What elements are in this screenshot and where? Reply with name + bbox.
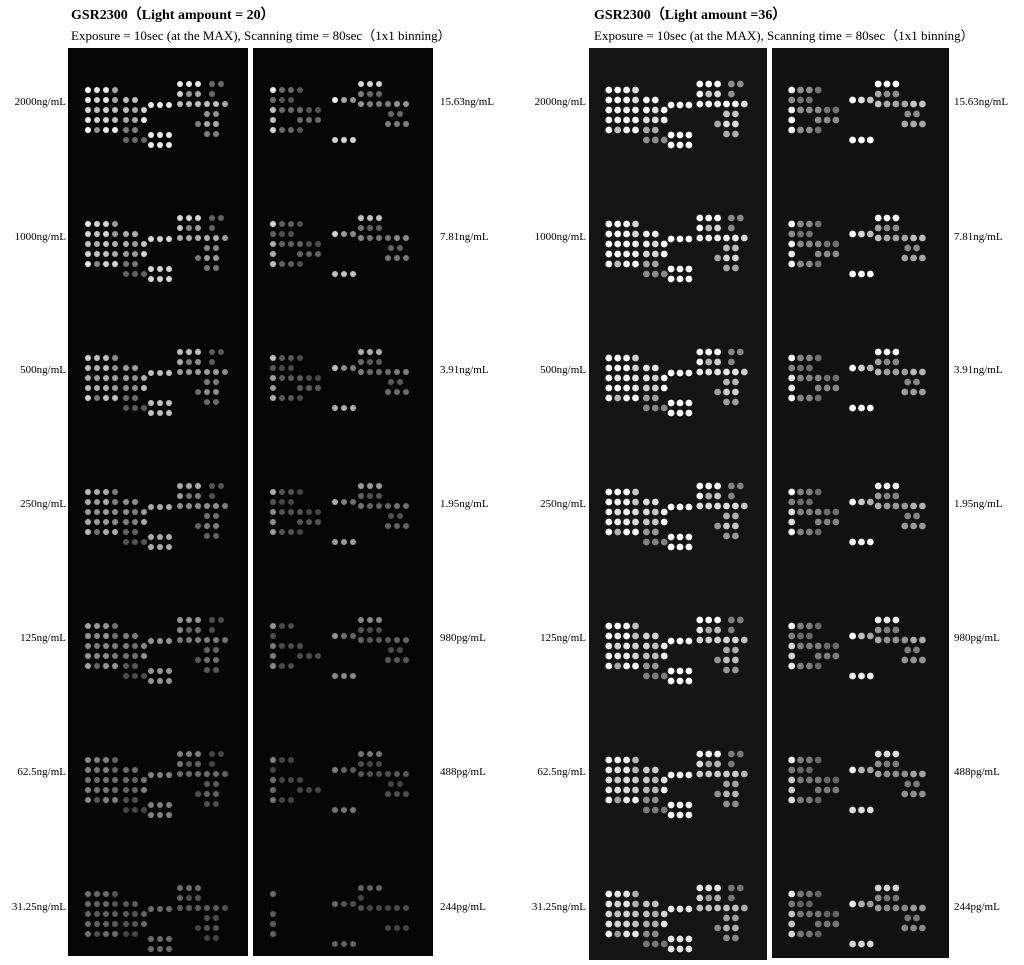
concentration-label: 7.81ng/mL bbox=[440, 231, 489, 243]
blot-membrane-left bbox=[68, 48, 248, 956]
concentration-label: 250ng/mL bbox=[540, 498, 586, 510]
concentration-label: 244pg/mL bbox=[440, 901, 486, 913]
panel-subtitle: Exposure = 10sec (at the MAX), Scanning … bbox=[594, 28, 974, 43]
concentration-label: 980pg/mL bbox=[440, 632, 486, 644]
concentration-label: 500ng/mL bbox=[540, 364, 586, 376]
panel-title: GSR2300（Light ampount = 20） bbox=[71, 8, 275, 23]
blot-membrane-right bbox=[253, 48, 433, 956]
concentration-label: 31.25ng/mL bbox=[531, 901, 586, 913]
concentration-label: 15.63ng/mL bbox=[440, 96, 495, 108]
panel-title: GSR2300（Light amount =36） bbox=[594, 8, 787, 23]
concentration-label: 15.63ng/mL bbox=[954, 96, 1009, 108]
blot-membrane-left bbox=[589, 48, 767, 960]
concentration-label: 488pg/mL bbox=[954, 766, 1000, 778]
concentration-label: 2000ng/mL bbox=[534, 96, 586, 108]
concentration-label: 125ng/mL bbox=[20, 632, 66, 644]
concentration-label: 244pg/mL bbox=[954, 901, 1000, 913]
concentration-label: 1.95ng/mL bbox=[954, 498, 1003, 510]
concentration-label: 3.91ng/mL bbox=[954, 364, 1003, 376]
concentration-label: 1000ng/mL bbox=[534, 231, 586, 243]
concentration-label: 2000ng/mL bbox=[14, 96, 66, 108]
panel-subtitle: Exposure = 10sec (at the MAX), Scanning … bbox=[71, 28, 451, 43]
concentration-label: 3.91ng/mL bbox=[440, 364, 489, 376]
concentration-label: 500ng/mL bbox=[20, 364, 66, 376]
concentration-label: 1.95ng/mL bbox=[440, 498, 489, 510]
blot-membrane-right bbox=[772, 48, 949, 958]
concentration-label: 250ng/mL bbox=[20, 498, 66, 510]
concentration-label: 7.81ng/mL bbox=[954, 231, 1003, 243]
concentration-label: 1000ng/mL bbox=[14, 231, 66, 243]
concentration-label: 125ng/mL bbox=[540, 632, 586, 644]
concentration-label: 31.25ng/mL bbox=[11, 901, 66, 913]
concentration-label: 488pg/mL bbox=[440, 766, 486, 778]
concentration-label: 980pg/mL bbox=[954, 632, 1000, 644]
concentration-label: 62.5ng/mL bbox=[17, 766, 66, 778]
concentration-label: 62.5ng/mL bbox=[537, 766, 586, 778]
